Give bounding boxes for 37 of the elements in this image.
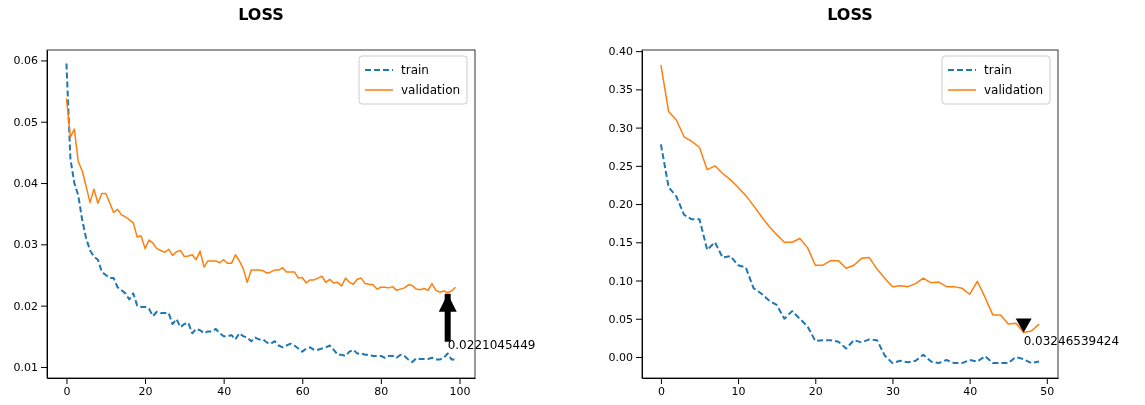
y-tick-label: 0.15	[608, 236, 633, 250]
annotation: 0.0221045449	[447, 337, 536, 352]
x-tick-label: 0	[657, 384, 665, 398]
x-tick-label: 60	[295, 384, 310, 398]
y-tick-label: 0.05	[608, 312, 633, 326]
x-tick-label: 40	[217, 384, 232, 398]
x-tick-label: 50	[1040, 384, 1055, 398]
y-tick-label: 0.06	[13, 54, 38, 68]
y-tick-label: 0.30	[608, 121, 633, 135]
y-tick-label: 0.04	[13, 177, 38, 191]
y-tick-label: 0.03	[13, 238, 38, 252]
x-tick-label: 20	[808, 384, 823, 398]
legend-label: train	[401, 63, 429, 77]
x-tick-label: 100	[449, 384, 471, 398]
x-tick-label: 40	[963, 384, 978, 398]
y-tick-label: 0.01	[13, 360, 38, 374]
chart-title: LOSS	[238, 5, 284, 24]
annotation: 0.03246539424	[1023, 333, 1120, 348]
legend-label: validation	[401, 83, 461, 97]
x-tick-label: 0	[63, 384, 71, 398]
y-tick-label: 0.02	[13, 299, 38, 313]
chart-title: LOSS	[827, 5, 873, 24]
y-tick-label: 0.25	[608, 159, 633, 173]
y-tick-label: 0.35	[608, 83, 633, 97]
y-tick-label: 0.40	[608, 45, 633, 59]
y-tick-label: 0.05	[13, 115, 38, 129]
y-tick-label: 0.10	[608, 274, 633, 288]
legend-label: validation	[984, 83, 1044, 97]
line-series	[65, 97, 457, 294]
legend-label: train	[984, 63, 1012, 77]
y-tick-label: 0.00	[608, 350, 633, 364]
line-series	[660, 64, 1040, 334]
x-tick-label: 20	[138, 384, 153, 398]
x-tick-label: 30	[885, 384, 900, 398]
y-tick-label: 0.20	[608, 198, 633, 212]
x-tick-label: 80	[374, 384, 389, 398]
x-tick-label: 10	[731, 384, 746, 398]
